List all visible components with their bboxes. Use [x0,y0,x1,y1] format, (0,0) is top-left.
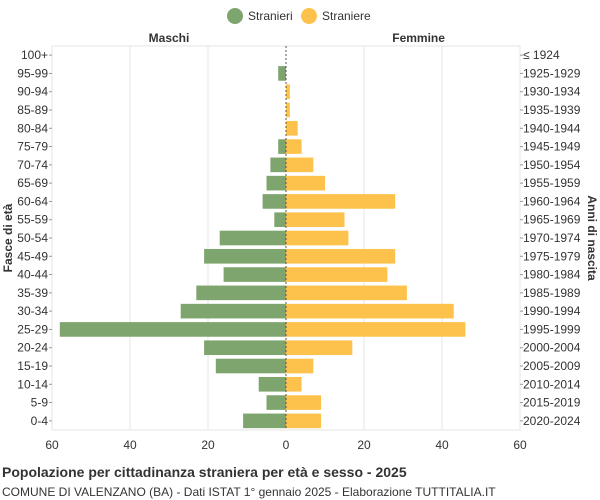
bar-female-10-14 [286,376,302,392]
birth-year-label: 1955-1959 [523,176,581,190]
bar-male-30-34 [180,303,286,319]
bar-male-65-69 [266,175,286,191]
age-tick-label: 50-54 [17,231,48,245]
bar-female-15-19 [286,358,314,374]
chart-subtitle: COMUNE DI VALENZANO (BA) - Dati ISTAT 1°… [2,485,496,499]
birth-year-label: 2010-2014 [523,377,581,391]
y-axis-title-right: Anni di nascita [585,195,599,281]
birth-year-label: 2015-2019 [523,396,581,410]
age-tick-label: 85-89 [17,103,48,117]
bar-male-40-44 [223,267,286,282]
bar-male-75-79 [278,139,286,154]
x-tick-label: 20 [201,438,215,452]
bar-female-70-74 [286,157,314,173]
age-tick-label: 15-19 [17,359,48,373]
birth-year-label: 1995-1999 [523,322,581,336]
bar-male-0-4 [243,413,286,429]
bar-female-45-49 [286,248,396,264]
header-males: Maschi [149,31,190,45]
x-tick-label: 60 [45,438,59,452]
birth-year-label: 1935-1939 [523,103,581,117]
birth-year-label: 1970-1974 [523,231,581,245]
birth-year-label: 1940-1944 [523,121,581,135]
age-tick-label: 40-44 [17,268,48,282]
birth-year-label: 1960-1964 [523,194,581,208]
birth-year-label: 2020-2024 [523,414,581,428]
age-tick-label: 5-9 [31,396,49,410]
bar-male-60-64 [262,194,286,209]
bar-female-20-24 [286,340,353,356]
birth-year-label: 1980-1984 [523,268,581,282]
header-females: Femmine [392,31,445,45]
age-tick-label: 45-49 [17,249,48,263]
age-tick-label: 70-74 [17,158,48,172]
y-axis-title-left: Fasce di età [1,203,15,272]
bar-female-40-44 [286,267,388,282]
bar-female-75-79 [286,139,302,154]
bar-male-15-19 [215,358,286,374]
bar-female-0-4 [286,413,322,429]
bar-male-20-24 [204,340,286,356]
legend-swatch-straniere [301,8,317,24]
x-tick-label: 60 [513,438,527,452]
age-tick-label: 35-39 [17,286,48,300]
birth-year-label: 1975-1979 [523,249,581,263]
age-tick-label: 30-34 [17,304,48,318]
bar-female-55-59 [286,212,345,228]
bar-female-35-39 [286,285,407,301]
bar-male-45-49 [204,248,286,264]
age-tick-label: 100+ [21,48,48,62]
bar-female-65-69 [286,175,325,191]
age-tick-label: 0-4 [31,414,49,428]
bar-male-95-99 [278,66,286,81]
age-tick-label: 25-29 [17,322,48,336]
age-tick-label: 20-24 [17,341,48,355]
birth-year-label: 1945-1949 [523,140,581,154]
bar-male-25-29 [59,322,286,337]
bar-female-90-94 [286,84,290,100]
legend-swatch-stranieri [227,8,243,24]
birth-year-label: 1930-1934 [523,85,581,99]
bar-female-60-64 [286,194,396,209]
age-tick-label: 55-59 [17,213,48,227]
x-tick-label: 0 [283,438,290,452]
birth-year-label: 2000-2004 [523,341,581,355]
age-tick-label: 75-79 [17,140,48,154]
bar-female-85-89 [286,102,290,118]
bar-female-30-34 [286,303,454,319]
legend-label-stranieri: Stranieri [248,9,293,23]
birth-year-label: 1990-1994 [523,304,581,318]
x-tick-label: 20 [357,438,371,452]
chart-title: Popolazione per cittadinanza straniera p… [2,464,407,480]
bar-male-70-74 [270,157,286,173]
bar-male-10-14 [258,376,286,392]
age-tick-label: 65-69 [17,176,48,190]
bar-male-50-54 [219,230,286,246]
bar-male-55-59 [274,212,286,228]
bar-female-5-9 [286,395,322,410]
birth-year-label: ≤ 1924 [523,48,560,62]
age-tick-label: 80-84 [17,121,48,135]
age-tick-label: 95-99 [17,66,48,80]
x-tick-label: 40 [435,438,449,452]
bar-male-35-39 [196,285,286,301]
legend-label-straniere: Straniere [322,9,371,23]
bar-female-50-54 [286,230,349,246]
bar-female-25-29 [286,322,466,337]
bar-female-80-84 [286,120,298,136]
birth-year-label: 1950-1954 [523,158,581,172]
birth-year-label: 2005-2009 [523,359,581,373]
bar-male-5-9 [266,395,286,410]
birth-year-label: 1965-1969 [523,213,581,227]
birth-year-label: 1925-1929 [523,66,581,80]
birth-year-label: 1985-1989 [523,286,581,300]
x-tick-label: 40 [123,438,137,452]
age-tick-label: 10-14 [17,377,48,391]
age-tick-label: 90-94 [17,85,48,99]
age-tick-label: 60-64 [17,194,48,208]
